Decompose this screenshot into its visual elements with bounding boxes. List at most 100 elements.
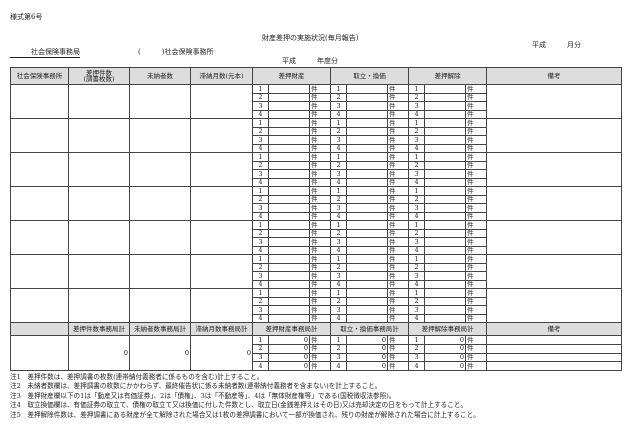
collection-count-cell[interactable] <box>346 296 389 306</box>
property-count-cell[interactable] <box>268 262 310 272</box>
release-count-cell[interactable] <box>424 271 467 281</box>
unpaid-cell[interactable] <box>129 152 191 187</box>
release-count-cell[interactable] <box>424 169 467 179</box>
seizure-count-cell[interactable] <box>68 254 130 289</box>
unpaid-cell[interactable] <box>129 288 191 323</box>
collection-count-cell[interactable] <box>346 84 389 94</box>
remarks-cell[interactable] <box>486 152 622 187</box>
totals-remarks-cell[interactable] <box>486 343 622 354</box>
unpaid-cell[interactable] <box>129 118 191 153</box>
remarks-cell[interactable] <box>486 254 622 289</box>
seizure-count-cell[interactable] <box>68 118 130 153</box>
office-cell[interactable] <box>10 84 69 119</box>
property-count-cell[interactable] <box>268 211 310 221</box>
property-count-cell[interactable] <box>268 279 310 289</box>
collection-count-cell[interactable] <box>346 237 389 247</box>
property-count-cell[interactable] <box>268 109 310 119</box>
release-count-cell[interactable] <box>424 203 467 213</box>
collection-count-cell[interactable] <box>346 279 389 289</box>
months-cell[interactable] <box>190 288 253 323</box>
property-count-cell[interactable] <box>268 271 310 281</box>
release-count-cell[interactable] <box>424 152 467 162</box>
release-count-cell[interactable] <box>424 279 467 289</box>
property-count-cell[interactable] <box>268 296 310 306</box>
unpaid-cell[interactable] <box>129 220 191 255</box>
remarks-cell[interactable] <box>486 186 622 221</box>
property-count-cell[interactable] <box>268 152 310 162</box>
collection-count-cell[interactable] <box>346 118 389 128</box>
release-count-cell[interactable] <box>424 262 467 272</box>
seizure-count-cell[interactable] <box>68 84 130 119</box>
collection-count-cell[interactable] <box>346 126 389 136</box>
office-cell[interactable] <box>10 220 69 255</box>
release-count-cell[interactable] <box>424 313 467 323</box>
property-count-cell[interactable] <box>268 254 310 264</box>
office-cell[interactable] <box>10 186 69 221</box>
property-count-cell[interactable] <box>268 194 310 204</box>
collection-count-cell[interactable] <box>346 262 389 272</box>
collection-count-cell[interactable] <box>346 135 389 145</box>
release-count-cell[interactable] <box>424 92 467 102</box>
months-cell[interactable] <box>190 220 253 255</box>
totals-remarks-cell[interactable] <box>486 352 622 363</box>
property-count-cell[interactable] <box>268 143 310 153</box>
property-count-cell[interactable] <box>268 118 310 128</box>
property-count-cell[interactable] <box>268 186 310 196</box>
months-cell[interactable] <box>190 254 253 289</box>
collection-count-cell[interactable] <box>346 288 389 298</box>
office-cell[interactable] <box>10 152 69 187</box>
property-count-cell[interactable] <box>268 101 310 111</box>
property-count-cell[interactable] <box>268 288 310 298</box>
release-count-cell[interactable] <box>424 211 467 221</box>
collection-count-cell[interactable] <box>346 220 389 230</box>
remarks-cell[interactable] <box>486 220 622 255</box>
property-count-cell[interactable] <box>268 92 310 102</box>
release-count-cell[interactable] <box>424 84 467 94</box>
property-count-cell[interactable] <box>268 305 310 315</box>
release-count-cell[interactable] <box>424 101 467 111</box>
property-count-cell[interactable] <box>268 220 310 230</box>
office-cell[interactable] <box>10 254 69 289</box>
collection-count-cell[interactable] <box>346 92 389 102</box>
property-count-cell[interactable] <box>268 203 310 213</box>
release-count-cell[interactable] <box>424 245 467 255</box>
collection-count-cell[interactable] <box>346 109 389 119</box>
remarks-cell[interactable] <box>486 118 622 153</box>
collection-count-cell[interactable] <box>346 305 389 315</box>
collection-count-cell[interactable] <box>346 194 389 204</box>
collection-count-cell[interactable] <box>346 211 389 221</box>
seizure-count-cell[interactable] <box>68 288 130 323</box>
collection-count-cell[interactable] <box>346 228 389 238</box>
property-count-cell[interactable] <box>268 245 310 255</box>
release-count-cell[interactable] <box>424 288 467 298</box>
release-count-cell[interactable] <box>424 220 467 230</box>
totals-remarks-cell[interactable] <box>486 335 622 345</box>
release-count-cell[interactable] <box>424 228 467 238</box>
unpaid-cell[interactable] <box>129 254 191 289</box>
collection-count-cell[interactable] <box>346 271 389 281</box>
release-count-cell[interactable] <box>424 135 467 145</box>
collection-count-cell[interactable] <box>346 186 389 196</box>
property-count-cell[interactable] <box>268 177 310 187</box>
office-cell[interactable] <box>10 118 69 153</box>
release-count-cell[interactable] <box>424 177 467 187</box>
months-cell[interactable] <box>190 84 253 119</box>
seizure-count-cell[interactable] <box>68 220 130 255</box>
property-count-cell[interactable] <box>268 135 310 145</box>
release-count-cell[interactable] <box>424 186 467 196</box>
months-cell[interactable] <box>190 186 253 221</box>
collection-count-cell[interactable] <box>346 245 389 255</box>
office-cell[interactable] <box>10 288 69 323</box>
release-count-cell[interactable] <box>424 118 467 128</box>
property-count-cell[interactable] <box>268 169 310 179</box>
remarks-cell[interactable] <box>486 288 622 323</box>
release-count-cell[interactable] <box>424 254 467 264</box>
collection-count-cell[interactable] <box>346 203 389 213</box>
release-count-cell[interactable] <box>424 160 467 170</box>
seizure-count-cell[interactable] <box>68 152 130 187</box>
months-cell[interactable] <box>190 152 253 187</box>
property-count-cell[interactable] <box>268 237 310 247</box>
unpaid-cell[interactable] <box>129 186 191 221</box>
collection-count-cell[interactable] <box>346 254 389 264</box>
totals-remarks-cell[interactable] <box>486 361 622 372</box>
